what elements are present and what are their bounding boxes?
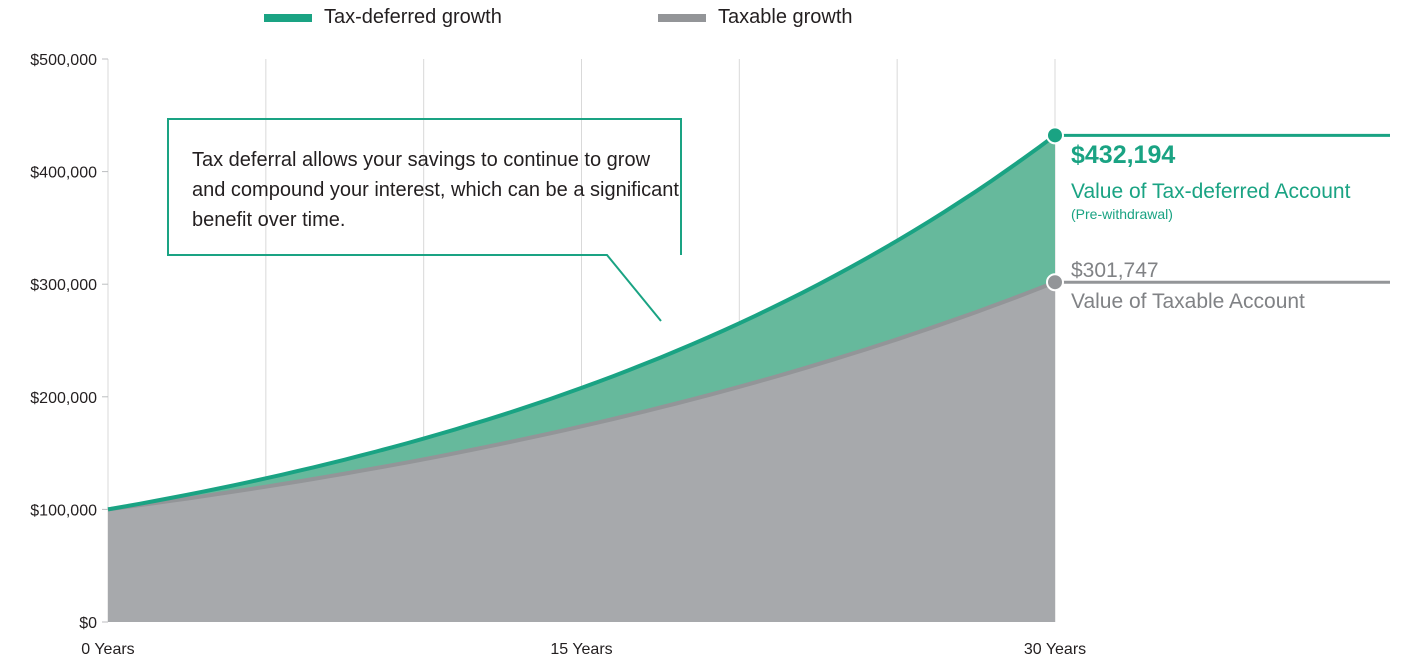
legend-swatch-taxable [658,13,706,22]
taxable-label: Value of Taxable Account [1071,290,1305,313]
y-tick-label: $0 [79,615,97,632]
tax-deferred-end-marker [1046,126,1064,145]
legend: Tax-deferred growth Taxable growth [0,0,1406,40]
legend-swatch-tax-deferred [264,13,312,22]
x-tick-label: 0 Years [81,641,134,658]
taxable-area [108,282,1055,622]
callout-text: Tax deferral allows your savings to cont… [192,149,679,231]
y-tick-label: $500,000 [30,52,97,69]
tax-deferred-value: $432,194 [1071,141,1176,169]
tax-deferred-label: Value of Tax-deferred Account [1071,180,1351,203]
taxable-end-marker [1046,273,1064,292]
x-tick-label: 30 Years [1024,641,1086,658]
y-tick-label: $200,000 [30,390,97,407]
y-tick-label: $300,000 [30,277,97,294]
legend-label-taxable: Taxable growth [718,6,853,28]
taxable-value: $301,747 [1071,259,1159,282]
legend-item-tax-deferred: Tax-deferred growth [264,6,502,29]
x-tick-label: 15 Years [550,641,612,658]
callout-box [167,118,682,322]
y-tick-label: $400,000 [30,165,97,182]
legend-item-taxable: Taxable growth [658,6,853,29]
taxable-line [107,280,1056,512]
tax-deferred-line [107,133,1057,512]
legend-label-tax-deferred: Tax-deferred growth [324,6,502,28]
tax-deferred-area [108,135,1055,510]
tax-deferred-note: (Pre-withdrawal) [1071,206,1173,222]
y-tick-label: $100,000 [30,502,97,519]
